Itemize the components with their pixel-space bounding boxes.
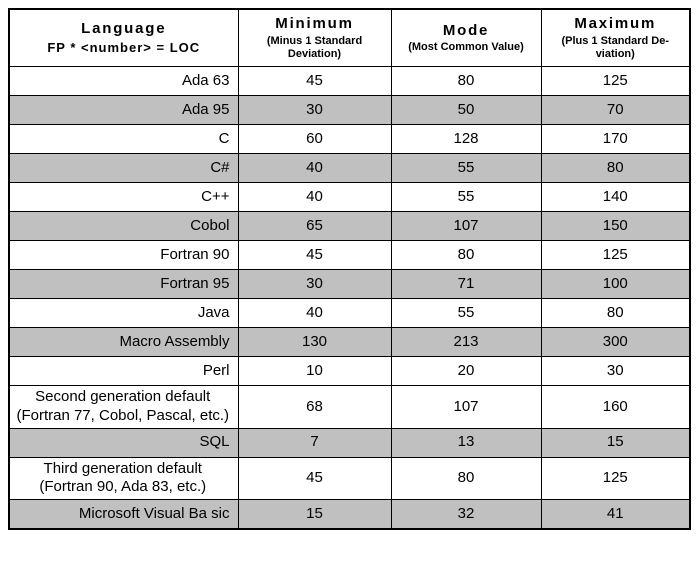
table-row: C# 40 55 80 (8, 153, 691, 184)
table-row: SQL 7 13 15 (8, 427, 691, 458)
language-cell: SQL (8, 427, 239, 458)
language-cell: Macro Assembly (8, 327, 239, 358)
maximum-cell: 140 (540, 182, 691, 213)
language-cell: Perl (8, 356, 239, 387)
header-maximum-subtitle: (Plus 1 Standard De-viation) (561, 34, 670, 60)
header-minimum: Minimum (Minus 1 Standard Deviation) (237, 8, 392, 68)
minimum-cell: 45 (237, 240, 392, 271)
minimum-cell: 30 (237, 95, 392, 126)
mode-cell: 213 (390, 327, 542, 358)
table-row: Third generation default (Fortran 90, Ad… (8, 456, 691, 501)
language-cell: C (8, 124, 239, 155)
minimum-cell: 40 (237, 298, 392, 329)
language-cell: Second generation default (Fortran 77, C… (8, 385, 239, 429)
minimum-cell: 45 (237, 66, 392, 97)
mode-cell: 55 (390, 182, 542, 213)
language-cell: C# (8, 153, 239, 184)
maximum-cell: 80 (540, 298, 691, 329)
table-row: Fortran 95 30 71 100 (8, 269, 691, 300)
mode-cell: 80 (390, 66, 542, 97)
language-cell: Fortran 95 (8, 269, 239, 300)
minimum-cell: 15 (237, 499, 392, 530)
maximum-cell: 30 (540, 356, 691, 387)
language-cell: Ada 95 (8, 95, 239, 126)
table-row: Microsoft Visual Ba sic 15 32 41 (8, 499, 691, 530)
table-row: Second generation default (Fortran 77, C… (8, 385, 691, 429)
maximum-cell: 15 (540, 427, 691, 458)
maximum-cell: 125 (540, 456, 691, 501)
language-cell: Cobol (8, 211, 239, 242)
maximum-cell: 125 (540, 240, 691, 271)
table-row: C++ 40 55 140 (8, 182, 691, 213)
table-header: Language FP * <number> = LOC Minimum (Mi… (8, 8, 691, 68)
mode-cell: 55 (390, 153, 542, 184)
header-language-title: Language (81, 20, 167, 38)
minimum-cell: 40 (237, 182, 392, 213)
maximum-cell: 41 (540, 499, 691, 530)
minimum-cell: 65 (237, 211, 392, 242)
header-language: Language FP * <number> = LOC (8, 8, 239, 68)
mode-cell: 80 (390, 456, 542, 501)
minimum-cell: 30 (237, 269, 392, 300)
mode-cell: 107 (390, 385, 542, 429)
table-row: Ada 95 30 50 70 (8, 95, 691, 126)
minimum-cell: 45 (237, 456, 392, 501)
header-mode: Mode (Most Common Value) (390, 8, 542, 68)
header-language-subtitle: FP * <number> = LOC (47, 40, 201, 56)
table-row: Ada 63 45 80 125 (8, 66, 691, 97)
maximum-cell: 170 (540, 124, 691, 155)
table-row: C 60 128 170 (8, 124, 691, 155)
language-cell: Microsoft Visual Ba sic (8, 499, 239, 530)
minimum-cell: 7 (237, 427, 392, 458)
mode-cell: 50 (390, 95, 542, 126)
language-cell: Fortran 90 (8, 240, 239, 271)
header-row: Language FP * <number> = LOC Minimum (Mi… (8, 8, 691, 68)
header-mode-title: Mode (442, 21, 490, 39)
header-minimum-subtitle: (Minus 1 Standard Deviation) (266, 34, 363, 60)
maximum-cell: 80 (540, 153, 691, 184)
mode-cell: 32 (390, 499, 542, 530)
maximum-cell: 160 (540, 385, 691, 429)
document-page: Language FP * <number> = LOC Minimum (Mi… (8, 8, 691, 530)
header-mode-subtitle: (Most Common Value) (408, 41, 524, 54)
mode-cell: 20 (390, 356, 542, 387)
table-body: Ada 63 45 80 125 Ada 95 30 50 70 C 60 12… (8, 66, 691, 530)
maximum-cell: 150 (540, 211, 691, 242)
minimum-cell: 10 (237, 356, 392, 387)
table-row: Fortran 90 45 80 125 (8, 240, 691, 271)
language-cell: Third generation default (Fortran 90, Ad… (8, 456, 239, 501)
maximum-cell: 70 (540, 95, 691, 126)
minimum-cell: 40 (237, 153, 392, 184)
mode-cell: 128 (390, 124, 542, 155)
minimum-cell: 130 (237, 327, 392, 358)
minimum-cell: 68 (237, 385, 392, 429)
language-cell: Ada 63 (8, 66, 239, 97)
table-row: Macro Assembly 130 213 300 (8, 327, 691, 358)
table-row: Perl 10 20 30 (8, 356, 691, 387)
table-row: Cobol 65 107 150 (8, 211, 691, 242)
maximum-cell: 100 (540, 269, 691, 300)
mode-cell: 80 (390, 240, 542, 271)
maximum-cell: 300 (540, 327, 691, 358)
minimum-cell: 60 (237, 124, 392, 155)
fp-loc-conversion-table: Language FP * <number> = LOC Minimum (Mi… (8, 8, 691, 530)
table-row: Java 40 55 80 (8, 298, 691, 329)
maximum-cell: 125 (540, 66, 691, 97)
header-maximum: Maximum (Plus 1 Standard De-viation) (540, 8, 691, 68)
mode-cell: 107 (390, 211, 542, 242)
header-maximum-title: Maximum (574, 15, 657, 32)
mode-cell: 55 (390, 298, 542, 329)
language-cell: C++ (8, 182, 239, 213)
mode-cell: 13 (390, 427, 542, 458)
mode-cell: 71 (390, 269, 542, 300)
language-cell: Java (8, 298, 239, 329)
header-minimum-title: Minimum (275, 15, 354, 32)
